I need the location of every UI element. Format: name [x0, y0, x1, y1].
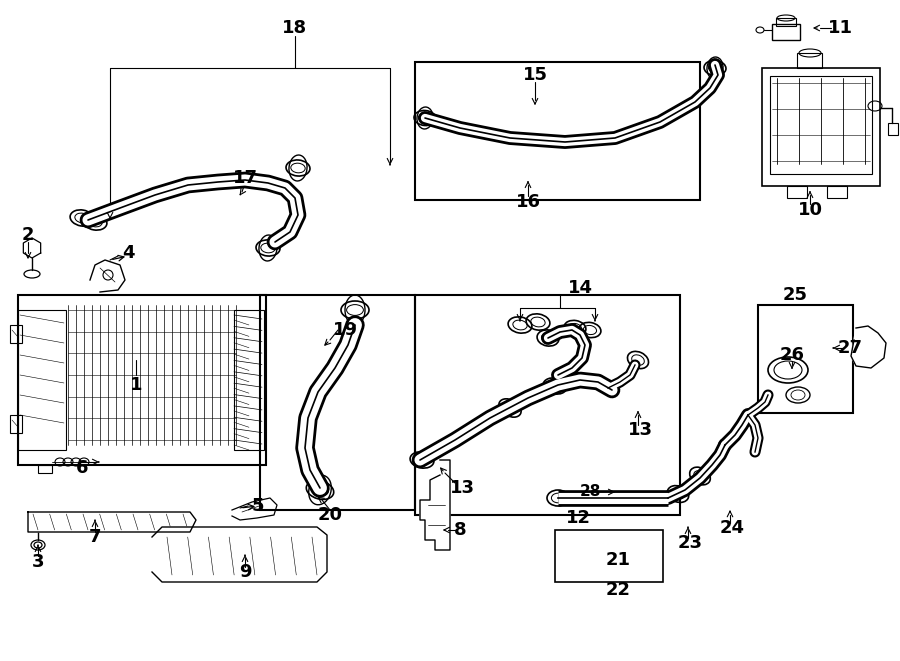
Bar [10, 415, 22, 433]
Bar [772, 24, 800, 40]
Bar [38, 465, 52, 473]
Bar [415, 295, 680, 515]
Text: 19: 19 [332, 321, 357, 339]
Text: 22: 22 [606, 581, 631, 599]
Bar [762, 68, 880, 186]
Text: 1: 1 [130, 376, 142, 394]
Bar [776, 18, 796, 26]
Polygon shape [851, 326, 886, 368]
Text: 10: 10 [797, 201, 823, 219]
Text: 27: 27 [838, 339, 862, 357]
Bar [758, 305, 853, 413]
Text: 13: 13 [627, 421, 652, 439]
Polygon shape [152, 527, 327, 582]
Text: 9: 9 [238, 563, 251, 581]
Text: 16: 16 [516, 193, 541, 211]
Text: 3: 3 [32, 553, 44, 571]
Bar [415, 62, 700, 200]
Text: 6: 6 [76, 459, 88, 477]
Text: 13: 13 [449, 479, 474, 497]
Bar [18, 310, 66, 450]
Text: 23: 23 [678, 534, 703, 552]
Bar [787, 186, 807, 198]
Text: 8: 8 [454, 521, 466, 539]
Text: 21: 21 [606, 551, 631, 569]
Text: 28: 28 [580, 485, 600, 500]
Bar [827, 186, 847, 198]
Bar [31, 517, 45, 527]
Text: 20: 20 [318, 506, 343, 524]
Text: 26: 26 [779, 346, 805, 364]
Text: 7: 7 [89, 528, 101, 546]
Text: 2: 2 [22, 226, 34, 244]
Bar [888, 123, 898, 135]
Polygon shape [420, 460, 450, 550]
Text: 5: 5 [252, 497, 265, 515]
Text: 14: 14 [568, 279, 592, 297]
Bar [18, 295, 266, 465]
Text: 4: 4 [122, 244, 134, 262]
Text: 25: 25 [782, 286, 807, 304]
Text: 24: 24 [719, 519, 744, 537]
Polygon shape [28, 512, 196, 532]
Bar [797, 53, 822, 68]
Text: 11: 11 [827, 19, 852, 37]
Bar [260, 295, 415, 510]
Bar [234, 310, 264, 450]
Bar [10, 325, 22, 343]
Bar [555, 530, 663, 582]
Text: 12: 12 [565, 509, 590, 527]
Text: 15: 15 [523, 66, 547, 84]
Bar [770, 76, 872, 174]
Text: 18: 18 [283, 19, 308, 37]
Text: 17: 17 [232, 169, 257, 187]
